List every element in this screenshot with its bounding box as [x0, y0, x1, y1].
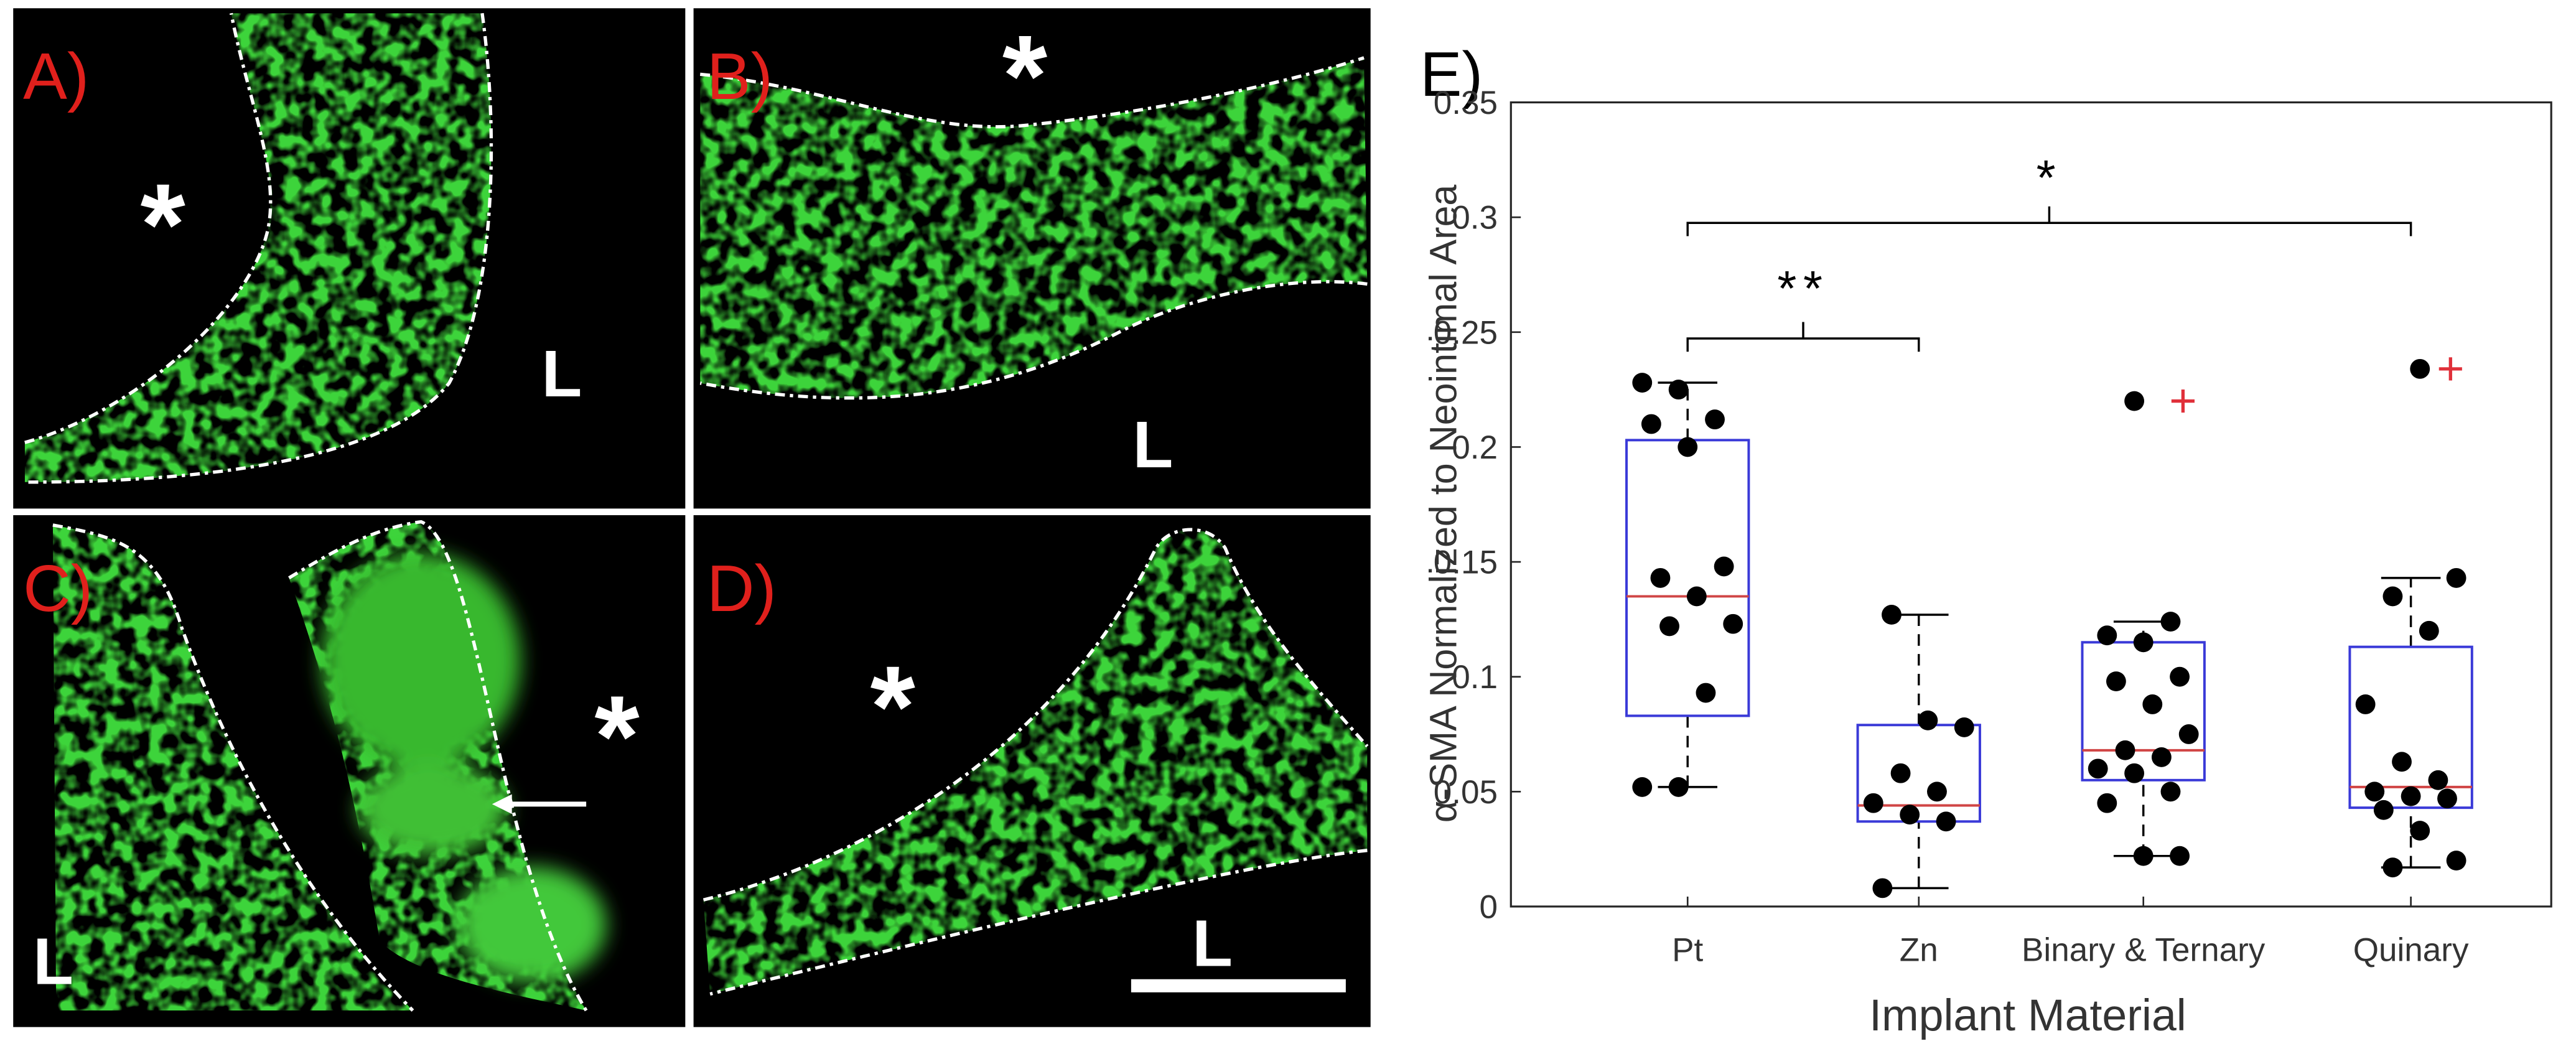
panel-label: D): [707, 552, 777, 625]
data-point: [2097, 625, 2117, 646]
data-point: [1668, 777, 1689, 797]
box: [2348, 645, 2473, 809]
data-point: [2170, 666, 2190, 687]
lumen-letter: L: [33, 925, 73, 999]
significance-label: *: [2037, 150, 2063, 205]
data-point: [1882, 605, 1902, 625]
data-point: [2151, 747, 2172, 767]
lumen-letter: L: [541, 337, 582, 411]
data-point: [1723, 613, 1743, 634]
lumen-letter: L: [1133, 408, 1174, 482]
y-tick-label: 0.1: [1452, 659, 1498, 696]
data-point: [1632, 777, 1653, 797]
data-point: [2410, 358, 2430, 379]
data-point: [2160, 781, 2181, 802]
data-point: [1650, 567, 1671, 588]
outline: [24, 12, 493, 484]
data-point: [2401, 786, 2421, 806]
data-point: [1659, 616, 1679, 637]
data-point: [2428, 770, 2448, 790]
data-point: [1632, 373, 1653, 393]
x-axis-title: Implant Material: [1869, 991, 2186, 1040]
x-tick-label: Pt: [1672, 931, 1703, 968]
data-point: [2133, 846, 2154, 866]
plot-frame: [1510, 101, 2552, 908]
data-point: [2178, 724, 2199, 744]
data-point: [1678, 437, 1698, 457]
lumen-mark: *: [1002, 12, 1048, 141]
outlier: [2171, 389, 2195, 413]
significance-bracket: [1686, 206, 2412, 236]
outline: [699, 56, 1368, 400]
lumen-mark: *: [594, 672, 640, 801]
data-point: [1890, 763, 1911, 783]
data-point: [2446, 851, 2466, 870]
data-point: [2364, 781, 2385, 802]
x-tick-label: Zn: [1900, 931, 1938, 968]
data-point: [2419, 620, 2439, 641]
data-point: [1714, 556, 1734, 577]
data-point: [2124, 391, 2145, 411]
y-tick-label: 0.05: [1434, 774, 1498, 811]
data-point: [2124, 763, 2145, 783]
x-tick-label: Binary & Ternary: [2022, 931, 2266, 968]
data-point: [2170, 846, 2190, 866]
data-point: [1668, 380, 1689, 400]
y-axis-title: α-SMA Normalized to Neointimal Area: [1422, 185, 1465, 823]
lumen-mark: *: [870, 643, 916, 772]
panel-label: B): [707, 40, 773, 113]
data-point: [1918, 710, 1938, 730]
y-tick-label: 0.15: [1434, 544, 1498, 581]
significance-bracket: [1686, 322, 1920, 352]
data-point: [2088, 758, 2108, 779]
data-point: [2373, 800, 2394, 820]
y-tick-label: 0.25: [1434, 314, 1498, 351]
panel-label: A): [23, 40, 89, 113]
data-point: [2392, 752, 2412, 772]
data-point: [2355, 694, 2376, 714]
data-point: [2437, 788, 2457, 809]
data-point: [2410, 821, 2430, 841]
box: [1856, 724, 1981, 823]
data-point: [1863, 793, 1883, 813]
outline: [52, 520, 588, 1012]
y-tick-label: 0: [1480, 889, 1498, 926]
significance-label: **: [1777, 261, 1829, 316]
data-point: [2115, 740, 2135, 760]
data-point: [2106, 671, 2126, 691]
panel-label: E): [1420, 40, 1483, 110]
data-point: [1696, 683, 1716, 703]
data-point: [1872, 878, 1893, 898]
data-point: [2446, 567, 2466, 588]
panel-label: C): [23, 552, 93, 625]
lumen-letter: L: [1192, 907, 1233, 980]
y-tick-label: 0.2: [1452, 429, 1498, 466]
data-point: [1641, 414, 1661, 434]
data-point: [1686, 586, 1707, 607]
data-point: [1900, 805, 1920, 825]
data-point: [2160, 612, 2181, 632]
y-tick-label: 0.3: [1452, 200, 1498, 236]
data-point: [1954, 717, 1974, 737]
data-point: [2382, 857, 2403, 878]
data-point: [2097, 793, 2117, 813]
data-point: [1927, 781, 1947, 802]
data-point: [2382, 586, 2403, 607]
outlier: [2438, 357, 2462, 381]
data-point: [2142, 694, 2163, 714]
data-point: [1705, 409, 1725, 430]
x-tick-label: Quinary: [2353, 931, 2469, 968]
lumen-mark: *: [141, 161, 186, 289]
y-tick-label: 0.35: [1434, 85, 1498, 121]
green-blobs: [322, 553, 606, 982]
data-point: [1936, 811, 1956, 832]
data-point: [2133, 632, 2154, 653]
outline: [702, 528, 1369, 996]
arrow-head: [492, 794, 512, 814]
